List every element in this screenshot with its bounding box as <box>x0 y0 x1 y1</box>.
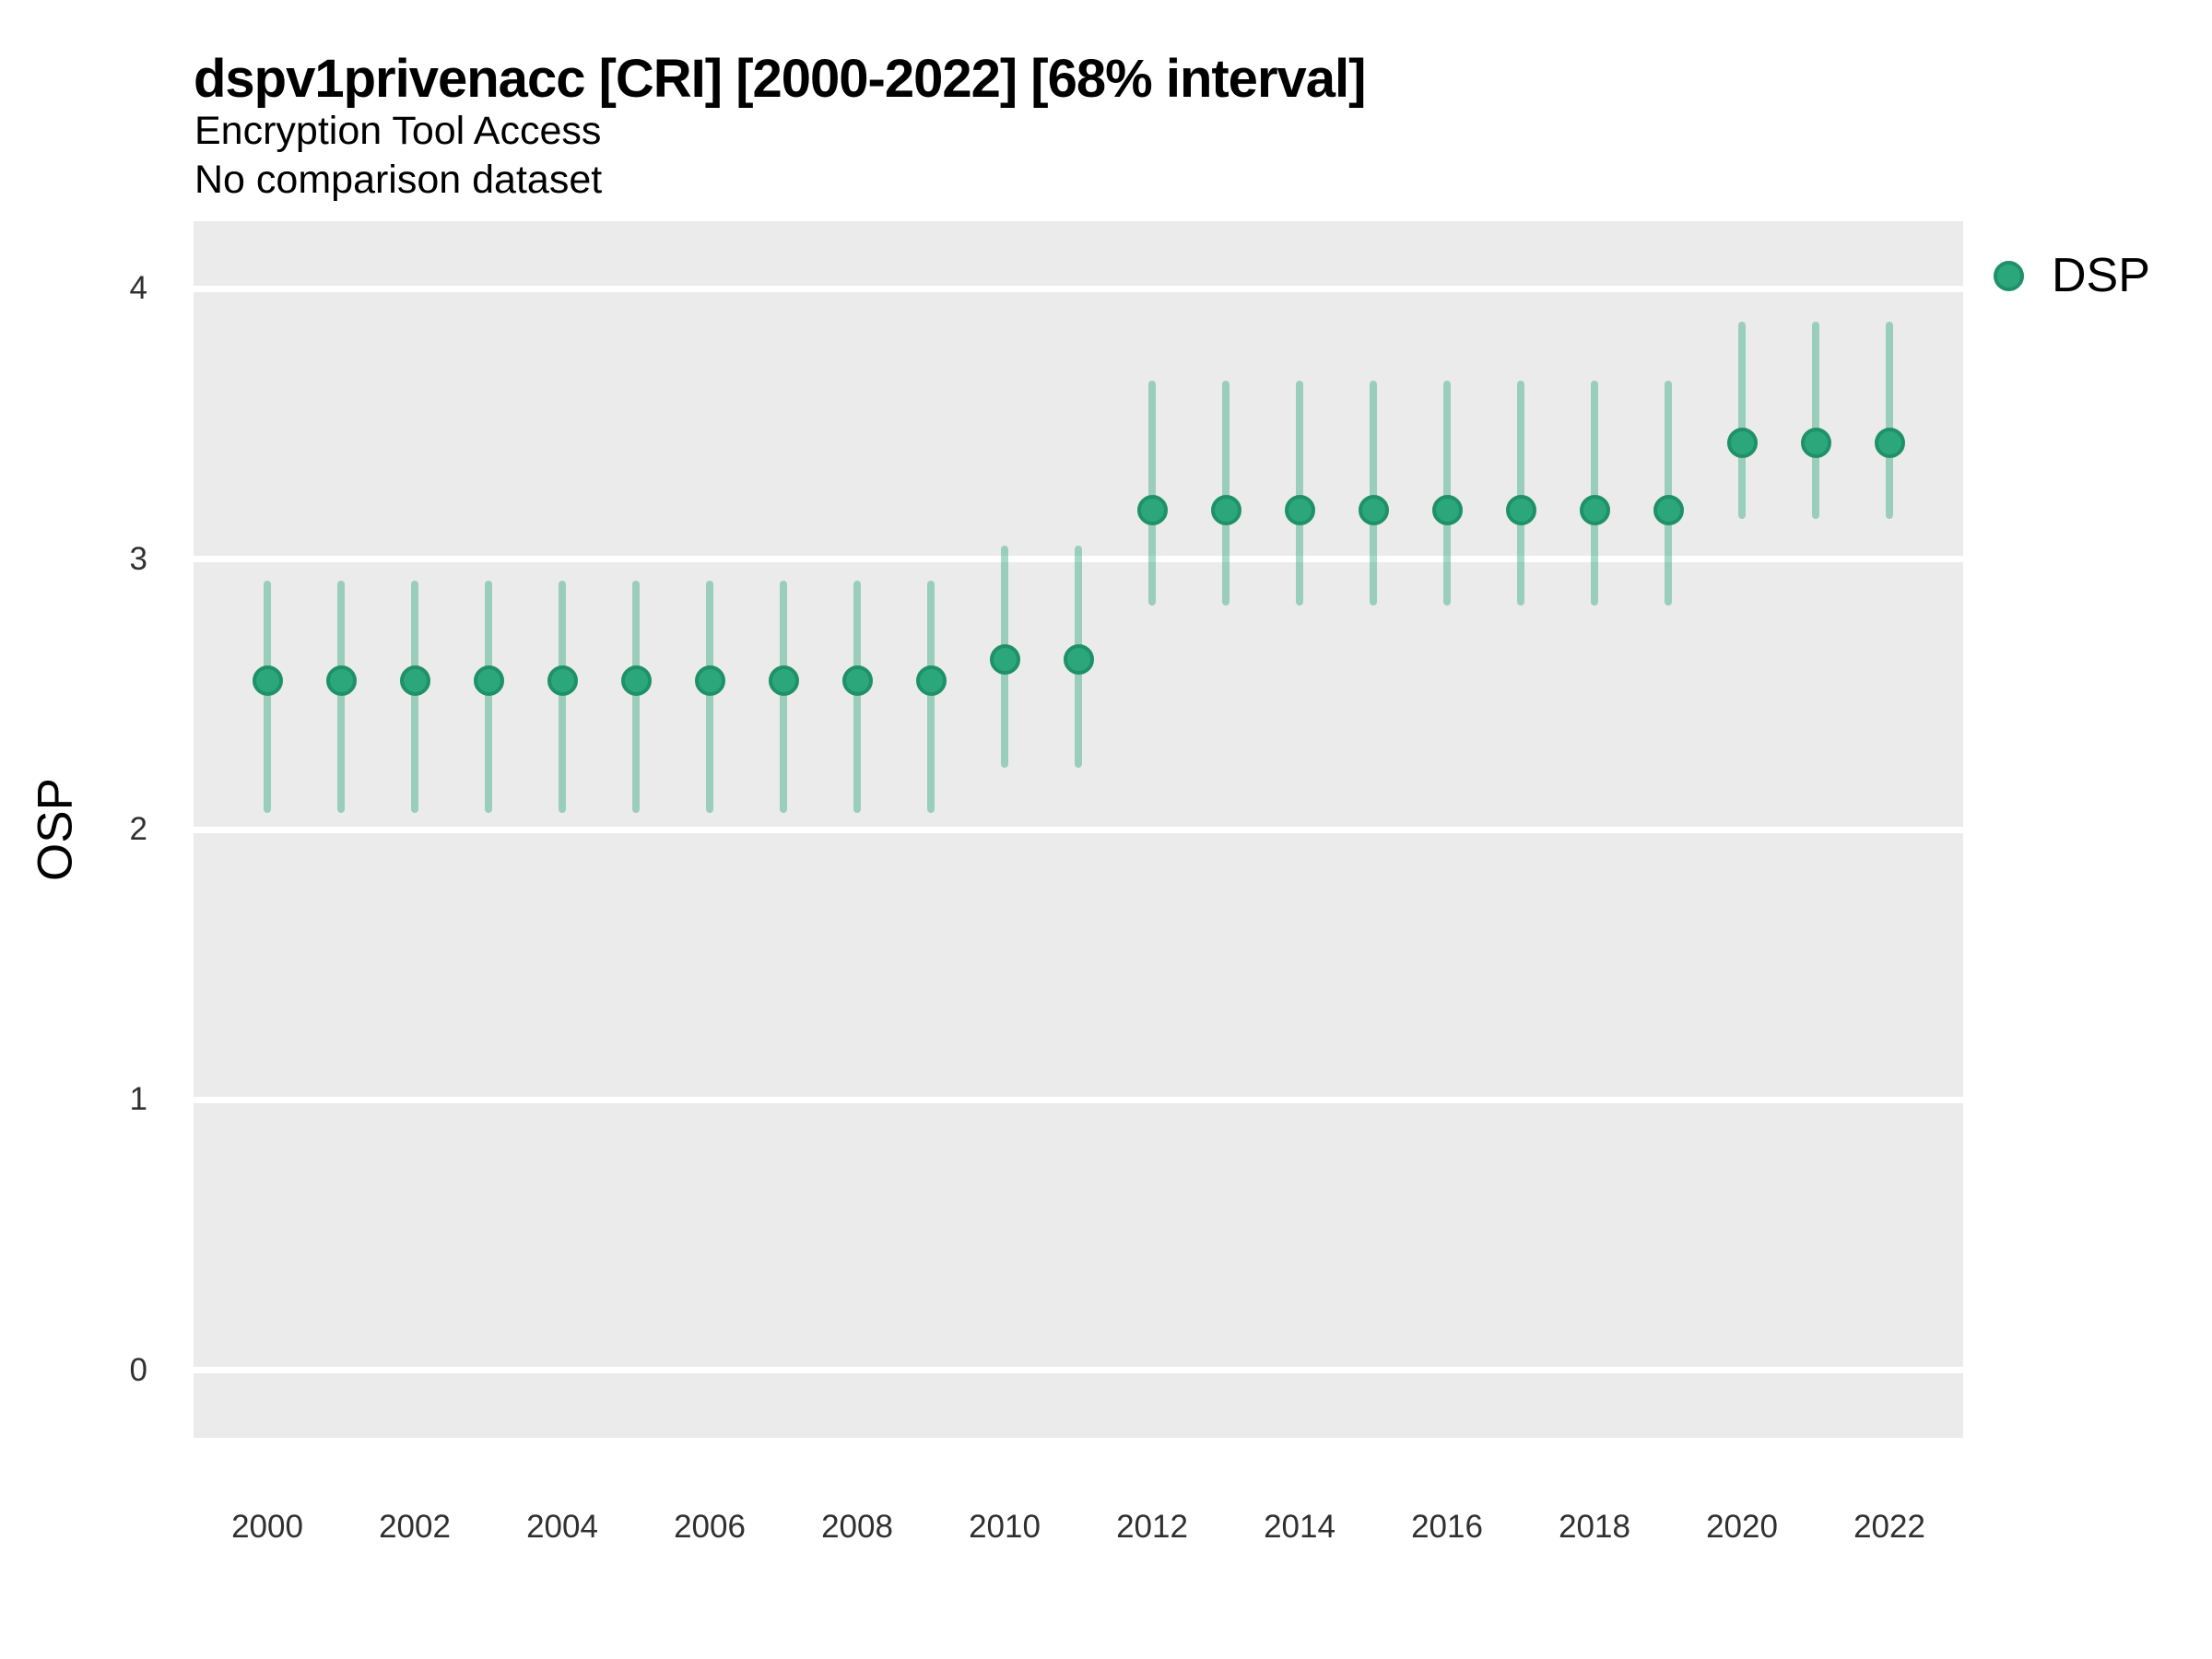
interval-bar <box>1222 381 1230 606</box>
panel-gridline <box>194 826 1963 833</box>
interval-bar <box>1812 321 1819 519</box>
data-point <box>1136 495 1168 526</box>
data-point <box>694 665 725 697</box>
chart-subtitle-line1: Encryption Tool Access <box>194 109 602 153</box>
data-point <box>1653 495 1684 526</box>
data-point <box>473 665 504 697</box>
y-tick-label: 4 <box>129 270 147 307</box>
x-tick-label: 2016 <box>1411 1509 1483 1545</box>
data-point <box>1726 428 1758 459</box>
interval-bar <box>1738 321 1746 519</box>
panel-gridline <box>194 1096 1963 1103</box>
legend-point-icon <box>1994 260 2024 291</box>
x-tick-label: 2012 <box>1116 1509 1188 1545</box>
data-point <box>1579 495 1610 526</box>
x-tick-label: 2004 <box>526 1509 598 1545</box>
x-tick-label: 2008 <box>821 1509 893 1545</box>
interval-bar <box>1665 381 1672 606</box>
legend: DSP <box>1994 252 2150 300</box>
data-point <box>1800 428 1831 459</box>
y-tick-label: 3 <box>129 540 147 577</box>
data-point <box>252 665 283 697</box>
y-tick-label: 0 <box>129 1351 147 1388</box>
x-tick-label: 2006 <box>674 1509 746 1545</box>
data-point <box>325 665 357 697</box>
x-tick-label: 2010 <box>969 1509 1041 1545</box>
panel-gridline <box>194 556 1963 563</box>
data-point <box>768 665 799 697</box>
data-point <box>915 665 947 697</box>
x-tick-label: 2020 <box>1706 1509 1778 1545</box>
data-point <box>989 643 1020 675</box>
interval-bar <box>411 581 418 814</box>
chart-subtitle-line2: No comparison dataset <box>194 158 603 202</box>
data-point <box>1358 495 1389 526</box>
data-point <box>1210 495 1241 526</box>
x-tick-label: 2002 <box>379 1509 451 1545</box>
interval-bar <box>337 581 345 814</box>
x-tick-label: 2000 <box>231 1509 303 1545</box>
y-tick-label: 1 <box>129 1081 147 1118</box>
plot-panel <box>194 221 1963 1438</box>
interval-bar <box>559 581 566 814</box>
data-point <box>547 665 578 697</box>
data-point <box>1505 495 1536 526</box>
x-tick-label: 2022 <box>1853 1509 1925 1545</box>
interval-bar <box>264 581 271 814</box>
x-tick-label: 2014 <box>1264 1509 1335 1545</box>
panel-gridline <box>194 285 1963 292</box>
data-point <box>1063 643 1094 675</box>
interval-bar <box>1148 381 1156 606</box>
data-point <box>620 665 652 697</box>
panel-gridline <box>194 1367 1963 1374</box>
data-point <box>1431 495 1463 526</box>
data-point <box>1284 495 1315 526</box>
interval-bar <box>1517 381 1524 606</box>
data-point <box>841 665 873 697</box>
interval-bar <box>485 581 492 814</box>
legend-label: DSP <box>2052 249 2150 302</box>
interval-bar <box>1370 381 1377 606</box>
interval-bar <box>1296 381 1303 606</box>
x-tick-label: 2018 <box>1559 1509 1630 1545</box>
interval-bar <box>1886 321 1893 519</box>
interval-bar <box>853 581 861 814</box>
chart-title: dspv1privenacc [CRI] [2000-2022] [68% in… <box>194 49 1366 109</box>
interval-bar <box>706 581 713 814</box>
interval-bar <box>632 581 640 814</box>
data-point <box>1874 428 1905 459</box>
interval-bar <box>1443 381 1451 606</box>
interval-bar <box>780 581 787 814</box>
interval-bar <box>1591 381 1598 606</box>
y-tick-label: 2 <box>129 811 147 847</box>
interval-bar <box>927 581 935 814</box>
data-point <box>399 665 430 697</box>
